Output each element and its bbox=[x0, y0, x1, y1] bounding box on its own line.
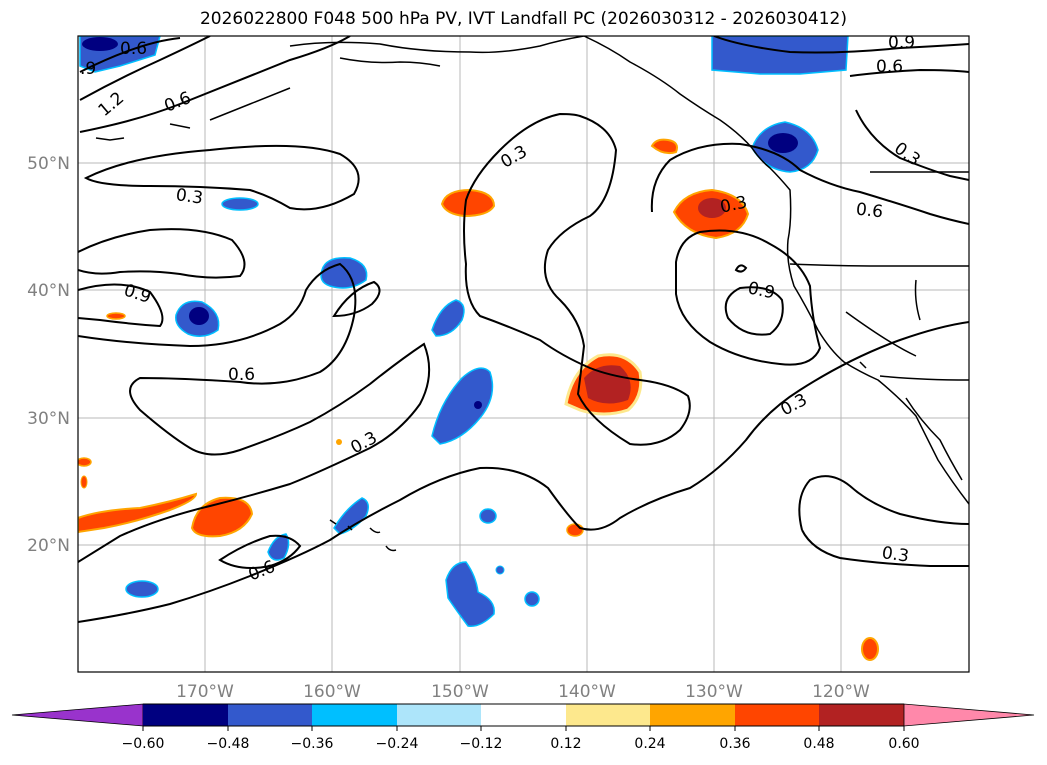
lon-label: 150°W bbox=[431, 682, 489, 702]
colorbar-tick: 0.36 bbox=[719, 736, 750, 752]
colorbar-segment bbox=[735, 704, 819, 726]
contour-label: 0.6 bbox=[855, 200, 884, 223]
contour-label: 0.3 bbox=[175, 185, 205, 209]
pv-contours bbox=[78, 36, 969, 623]
colorbar-tick: 0.60 bbox=[888, 736, 919, 752]
contour-label: 0.6 bbox=[246, 557, 279, 586]
map-content bbox=[78, 36, 969, 672]
colorbar-extend-low bbox=[11, 703, 144, 727]
latitude-labels: 50°N 40°N 30°N 20°N bbox=[27, 154, 70, 556]
lat-label: 20°N bbox=[27, 536, 70, 556]
colorbar-tick: −0.12 bbox=[460, 736, 503, 752]
colorbar-tick-labels: −0.60 −0.48 −0.36 −0.24 −0.12 0.12 0.24 … bbox=[122, 726, 920, 752]
lon-label: 170°W bbox=[176, 682, 234, 702]
contour-label: 0.9 bbox=[888, 33, 915, 53]
contour-label: 1.2 bbox=[95, 88, 129, 121]
lat-label: 30°N bbox=[27, 409, 70, 429]
longitude-labels: 170°W 160°W 150°W 140°W 130°W 120°W bbox=[176, 682, 870, 702]
lon-label: 140°W bbox=[558, 682, 616, 702]
lon-label: 120°W bbox=[812, 682, 870, 702]
lat-label: 50°N bbox=[27, 154, 70, 174]
colorbar-extend-high bbox=[903, 703, 1035, 727]
colorbar-tick: −0.36 bbox=[291, 736, 334, 752]
colorbar-tick: −0.48 bbox=[207, 736, 250, 752]
colorbar-tick: −0.60 bbox=[122, 736, 165, 752]
contour-label: .9 bbox=[80, 59, 96, 79]
colorbar-segment bbox=[819, 704, 904, 726]
contour-label: 0.3 bbox=[347, 428, 380, 458]
contour-label: 0.3 bbox=[881, 543, 911, 567]
colorbar-segment bbox=[650, 704, 735, 726]
contour-label: 0.6 bbox=[228, 365, 255, 385]
colorbar-tick: −0.24 bbox=[376, 736, 419, 752]
colorbar-segment bbox=[481, 704, 566, 726]
colorbar-tick: 0.24 bbox=[634, 736, 665, 752]
map-title: 2026022800 F048 500 hPa PV, IVT Landfall… bbox=[199, 9, 847, 29]
contour-label: 0.9 bbox=[121, 280, 153, 307]
colorbar-segment bbox=[312, 704, 397, 726]
contour-label: 0.3 bbox=[777, 390, 810, 420]
contour-label: 0.6 bbox=[876, 57, 903, 77]
negative-pv-anomalies bbox=[79, 36, 849, 627]
map-frame bbox=[77, 35, 970, 673]
colorbar-segment bbox=[143, 704, 228, 726]
positive-pv-anomalies bbox=[78, 138, 879, 661]
contour-label: 0.6 bbox=[162, 88, 195, 117]
colorbar-tick: 0.12 bbox=[550, 736, 581, 752]
lon-label: 130°W bbox=[685, 682, 743, 702]
lat-label: 40°N bbox=[27, 281, 70, 301]
colorbar-segment bbox=[566, 704, 650, 726]
colorbar: −0.60 −0.48 −0.36 −0.24 −0.12 0.12 0.24 … bbox=[11, 703, 1035, 752]
contour-label: 0.6 bbox=[120, 39, 147, 59]
lon-label: 160°W bbox=[303, 682, 361, 702]
coastlines bbox=[95, 36, 969, 552]
colorbar-segment bbox=[397, 704, 481, 726]
colorbar-segment bbox=[228, 704, 312, 726]
colorbar-tick: 0.48 bbox=[803, 736, 834, 752]
contour-label: 0.9 bbox=[746, 278, 777, 303]
